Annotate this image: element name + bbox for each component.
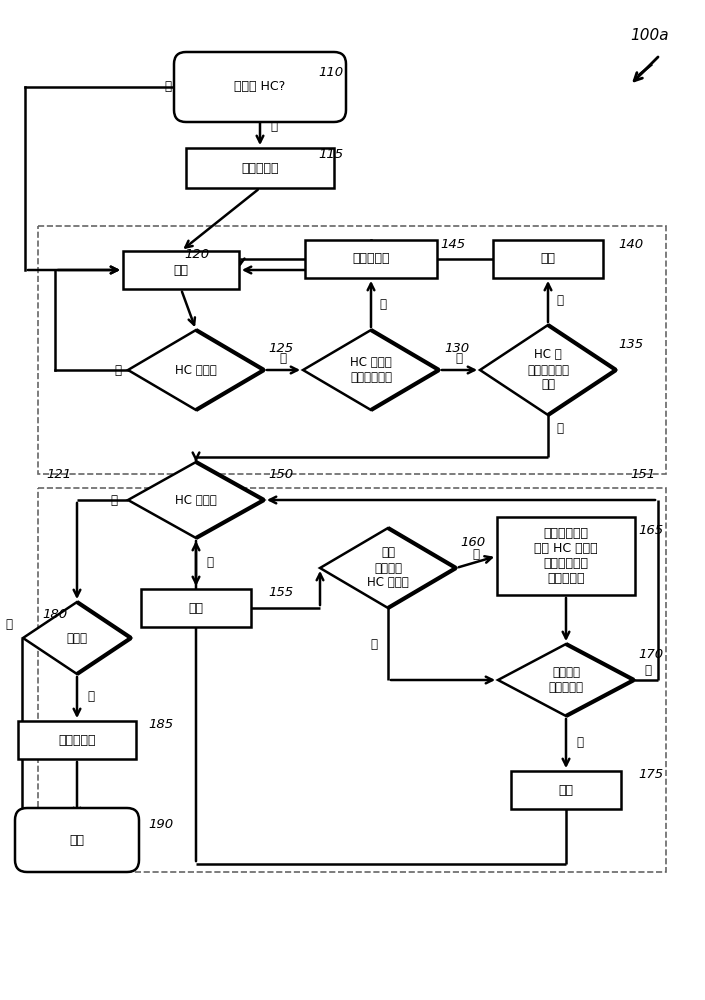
Text: 是: 是 [114,363,121,376]
Text: 否: 否 [371,638,377,650]
Text: 160: 160 [460,536,485,548]
Text: 传送外晕上的
过量 HC 体积、
最小位势以及
索引和列表: 传送外晕上的 过量 HC 体积、 最小位势以及 索引和列表 [534,527,598,585]
Text: 退出: 退出 [70,834,85,846]
Text: 否: 否 [455,352,462,364]
Text: 是: 是 [556,294,563,308]
Polygon shape [303,330,439,410]
Text: 155: 155 [268,586,293,599]
Text: 是: 是 [472,548,479,560]
Text: 130: 130 [444,342,469,355]
Text: 更新油位势: 更新油位势 [59,734,96,746]
Text: 否: 否 [164,81,171,94]
Text: 120: 120 [184,248,209,261]
Text: 合并: 合并 [558,784,573,796]
Text: 否: 否 [87,690,94,704]
Text: 185: 185 [148,718,173,732]
Text: 否: 否 [644,664,651,676]
Bar [141,589,251,627]
Text: HC 运移？: HC 运移？ [175,363,217,376]
Bar [38,488,666,872]
Text: 已排出 HC?: 已排出 HC? [234,81,286,94]
Text: 150: 150 [268,468,293,481]
Text: 125: 125 [268,342,293,355]
Text: 另一
处理器上
HC 成藏？: 另一 处理器上 HC 成藏？ [367,546,409,589]
Text: 100a: 100a [630,28,668,43]
Text: 否: 否 [279,352,286,364]
Text: 是: 是 [207,556,214,570]
Text: 170: 170 [638,648,663,660]
Text: 否: 否 [556,422,563,436]
Polygon shape [498,644,634,716]
Text: 151: 151 [630,468,655,481]
Bar [497,517,635,595]
Text: 121: 121 [46,468,71,481]
Polygon shape [320,528,456,608]
Text: 175: 175 [638,768,663,782]
Text: 140: 140 [618,237,643,250]
Bar [186,148,334,188]
Polygon shape [128,462,264,538]
Text: 165: 165 [638,524,663,536]
Bar [511,771,621,809]
Text: 190: 190 [148,818,173,832]
Text: 侵入: 侵入 [173,263,188,276]
Text: 否: 否 [111,493,118,506]
Text: HC 过量？: HC 过量？ [175,493,217,506]
Polygon shape [480,325,616,415]
Text: 圈闭共享
成藏边界？: 圈闭共享 成藏边界？ [548,666,584,694]
Text: 是: 是 [577,736,584,750]
Text: 与圈闭合并: 与圈闭合并 [352,252,390,265]
Text: 通信: 通信 [541,252,556,265]
Text: 135: 135 [618,338,643,351]
FancyBboxPatch shape [174,52,346,122]
Polygon shape [23,602,131,674]
Bar [18,721,136,759]
Text: 180: 180 [42,607,67,620]
Text: 是: 是 [271,119,278,132]
Text: 溢出？: 溢出？ [66,632,87,645]
Bar [123,251,239,289]
Text: 识别圈闭峰: 识别圈闭峰 [241,161,278,174]
FancyBboxPatch shape [15,808,139,872]
Polygon shape [128,330,264,410]
Text: 145: 145 [440,237,465,250]
Text: 是: 是 [379,298,386,310]
Text: 115: 115 [318,147,343,160]
Text: 110: 110 [318,66,343,79]
Text: HC 在
边界（外晕）
处？: HC 在 边界（外晕） 处？ [527,349,569,391]
Bar [38,226,666,474]
Bar [305,240,437,278]
Text: 是: 是 [6,617,13,631]
Text: HC 已到达
填充的圈闭？: HC 已到达 填充的圈闭？ [350,356,392,384]
Text: 成藏: 成藏 [188,601,204,614]
Bar [493,240,603,278]
